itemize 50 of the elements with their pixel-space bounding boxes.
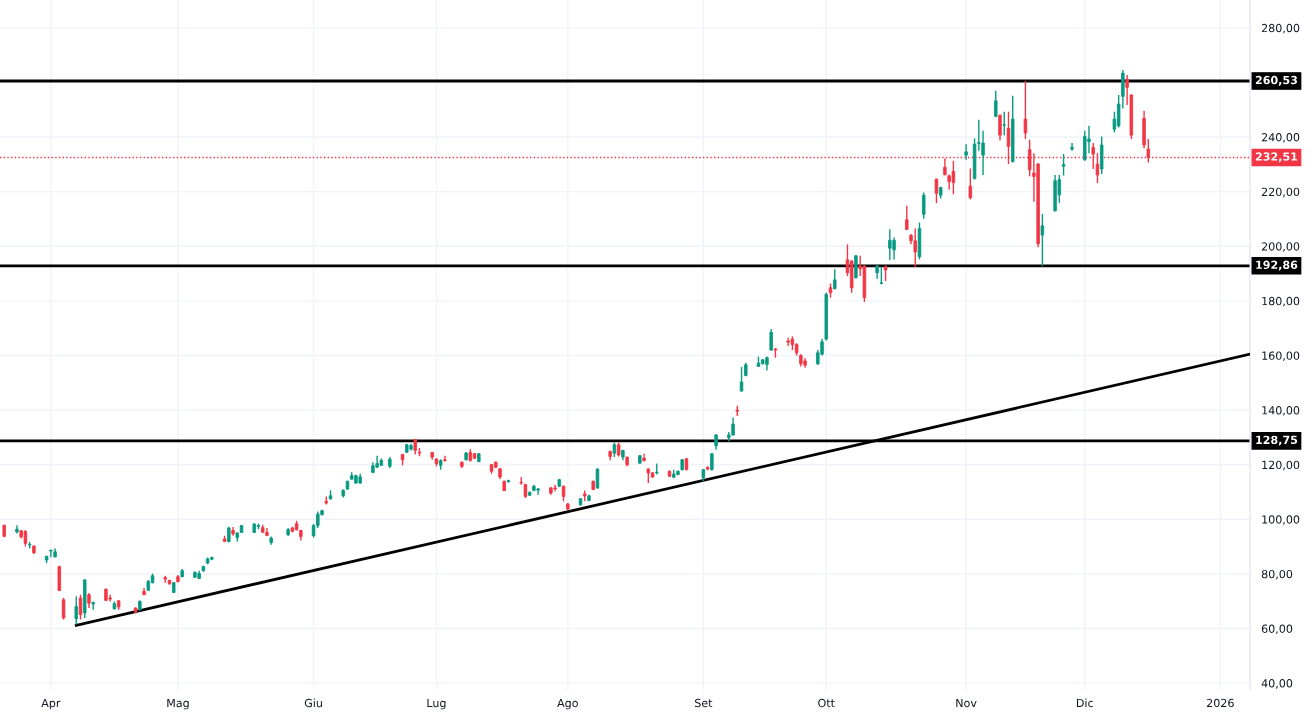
candlestick <box>769 328 773 352</box>
x-tick-label: Set <box>695 698 713 708</box>
candlestick <box>786 337 790 347</box>
x-tick-label: Giu <box>304 698 322 708</box>
candlestick <box>968 167 973 201</box>
candlestick <box>913 227 917 268</box>
x-tick-label: Nov <box>956 698 977 708</box>
x-tick-label: Ott <box>818 698 835 708</box>
candlestick <box>1002 110 1006 136</box>
candlestick <box>998 113 1002 142</box>
y-tick-label: 80,00 <box>1261 569 1293 580</box>
ref-line-label: 260,53 <box>1255 75 1297 86</box>
y-tick-label: 240,00 <box>1261 133 1300 143</box>
y-tick-label: 160,00 <box>1262 351 1300 362</box>
y-tick-label: 100,00 <box>1262 515 1300 525</box>
y-tick-label: 220,00 <box>1261 187 1300 198</box>
candlestick <box>951 160 956 195</box>
candlestick <box>905 205 909 231</box>
y-tick-label: 200,00 <box>1261 242 1300 252</box>
candlestick <box>934 177 939 204</box>
candlestick <box>739 366 744 393</box>
y-tick-label: 60,00 <box>1261 624 1293 635</box>
y-tick-label: 280,00 <box>1261 23 1300 34</box>
x-tick-label: Ago <box>557 698 578 710</box>
x-tick-label: 2026 <box>1207 698 1234 708</box>
y-tick-label: 140,00 <box>1262 406 1300 416</box>
candlestick <box>49 549 53 558</box>
candlestick <box>922 191 926 220</box>
x-tick-label: Mag <box>167 698 189 710</box>
candlestick <box>888 228 892 261</box>
y-tick-label: 40,00 <box>1261 679 1293 689</box>
candlestick <box>994 89 998 118</box>
ref-line-label: 192,86 <box>1256 260 1298 271</box>
y-tick-label: 120,00 <box>1262 460 1300 471</box>
candlestick <box>74 595 78 626</box>
candlestick <box>61 597 66 621</box>
x-tick-label: Lug <box>427 698 446 710</box>
candlestick <box>595 467 600 490</box>
candlestick <box>1083 130 1087 162</box>
y-tick-label: 180,00 <box>1262 296 1300 307</box>
x-tick-label: Apr <box>41 698 61 710</box>
x-tick-label: Dic <box>1076 698 1093 708</box>
candlestick <box>1023 80 1028 140</box>
candlestick <box>78 593 83 621</box>
candlestick <box>964 143 968 161</box>
ref-line-label: 232,51 <box>1255 152 1298 163</box>
candlestick <box>1040 213 1045 267</box>
candlestick <box>1061 153 1066 177</box>
ref-line-label: 128,75 <box>1256 435 1298 446</box>
candlestick <box>1070 142 1074 152</box>
